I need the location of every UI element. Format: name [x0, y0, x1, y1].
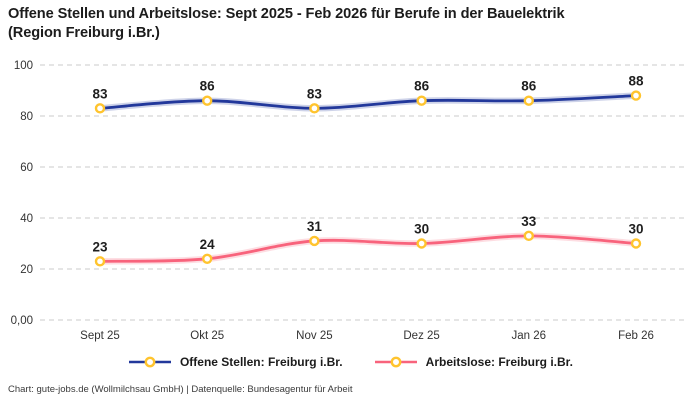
y-axis-tick-label: 20: [20, 264, 33, 276]
data-point-marker[interactable]: [201, 95, 213, 106]
data-point-marker[interactable]: [94, 103, 106, 114]
data-point-marker[interactable]: [94, 256, 106, 267]
y-axis-tick-label: 40: [20, 213, 33, 225]
legend-item[interactable]: Offene Stellen: Freiburg i.Br.: [127, 355, 343, 369]
data-point-value-label: 83: [307, 86, 323, 101]
data-point-marker[interactable]: [416, 238, 427, 249]
data-point-value-label: 86: [414, 79, 430, 94]
footer-attribution: Chart: gute-jobs.de (Wollmilchsau GmbH) …: [8, 384, 353, 395]
series-line: [98, 234, 638, 263]
y-axis-tick-label: 60: [20, 162, 33, 174]
data-point-marker[interactable]: [416, 95, 427, 106]
data-point-marker[interactable]: [523, 230, 534, 242]
data-point-value-label: 86: [200, 79, 216, 94]
x-axis-tick-label: Jan 26: [512, 330, 547, 342]
data-point-value-label: 88: [628, 74, 644, 89]
data-point-value-label: 33: [521, 214, 537, 229]
legend-label: Arbeitslose: Freiburg i.Br.: [425, 355, 574, 369]
chart-title-line1: Offene Stellen und Arbeitslose: Sept 202…: [8, 6, 565, 22]
chart-title-line2: (Region Freiburg i.Br.): [8, 25, 160, 42]
data-point-marker[interactable]: [309, 103, 320, 114]
x-axis-tick-label: Dez 25: [403, 330, 439, 342]
data-point-value-label: 86: [521, 79, 537, 94]
data-point-value-label: 30: [628, 222, 643, 237]
x-axis-tick-label: Sept 25: [80, 330, 120, 342]
data-point-value-label: 23: [92, 239, 108, 254]
data-point-value-label: 31: [307, 219, 323, 234]
data-point-value-label: 24: [200, 237, 216, 252]
series-line: [98, 94, 638, 110]
data-point-marker[interactable]: [630, 90, 642, 101]
data-point-marker[interactable]: [309, 235, 320, 247]
legend-label: Offene Stellen: Freiburg i.Br.: [179, 355, 343, 369]
line-chart: 0,00 20 40 60 80 100 Sept 25 Okt 25 Nov 25 Dez 25…: [11, 60, 684, 342]
data-point-marker[interactable]: [523, 95, 534, 106]
y-axis-tick-label: 80: [20, 111, 33, 123]
chart-title: Offene Stellen und Arbeitslose: Sept 202…: [8, 5, 663, 44]
data-point-value-label: 83: [92, 86, 108, 101]
series-line-halo: [96, 232, 640, 265]
legend-marker-icon: [374, 356, 417, 368]
y-axis-tick-label: 100: [14, 60, 33, 72]
legend: Offene Stellen: Freiburg i.Br. Arbeitslos…: [0, 355, 700, 369]
legend-item[interactable]: Arbeitslose: Freiburg i.Br.: [373, 355, 573, 369]
data-point-value-label: 30: [414, 222, 429, 237]
data-point-marker[interactable]: [201, 253, 213, 265]
x-axis-tick-label: Okt 25: [190, 330, 224, 342]
x-axis-tick-label: Feb 26: [618, 330, 654, 342]
y-axis-tick-label: 0,00: [11, 315, 33, 327]
legend-marker-icon: [128, 356, 171, 368]
x-axis-tick-label: Nov 25: [296, 330, 332, 342]
data-point-marker[interactable]: [630, 238, 642, 249]
